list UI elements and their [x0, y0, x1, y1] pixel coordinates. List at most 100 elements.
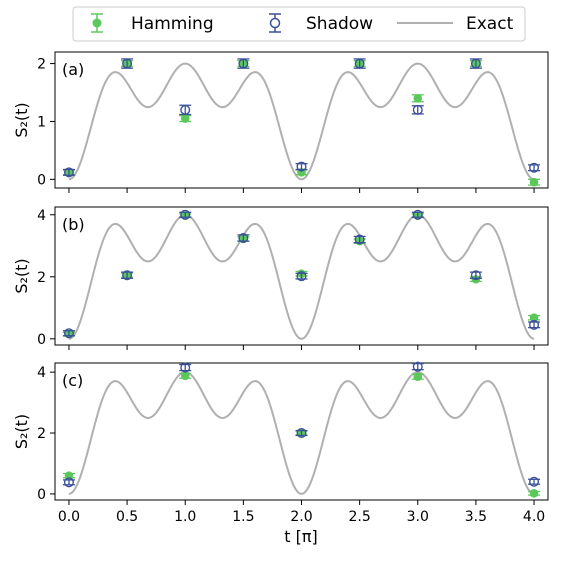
shadow-marker [412, 209, 423, 220]
legend: Hamming Shadow Exact [72, 6, 526, 42]
shadow-point [237, 233, 250, 244]
shadow-marker [238, 233, 249, 244]
shadow-marker [296, 428, 307, 439]
panels: 0 1 2 (a) S₂(t) 0 2 4 (b) S₂(t) 0 2 4 0.0 0.5 1.0 1.5 2.0… [12, 51, 549, 525]
hamming-marker [529, 313, 539, 323]
panel-3: 0 2 4 0.0 0.5 1.0 1.5 2.0 2.5 3.0 3.5 4.0 (c) S₂(t) [12, 361, 549, 525]
hamming-marker [180, 371, 190, 381]
y-tick-label: 0 [37, 332, 46, 348]
hamming-point [411, 372, 424, 382]
y-axis-label: S₂(t) [12, 258, 31, 293]
shadow-marker [238, 58, 249, 69]
panel-label: (c) [62, 371, 83, 390]
shadow-marker [180, 362, 191, 373]
y-axis-label: S₂(t) [12, 102, 31, 137]
shadow-marker [63, 477, 74, 488]
legend-frame [72, 6, 526, 42]
shadow-marker [296, 271, 307, 282]
y-tick-label: 0 [37, 172, 46, 188]
shadow-marker [412, 361, 423, 372]
shadow-point [179, 362, 192, 373]
hamming-point [528, 489, 541, 498]
shadow-marker [122, 270, 133, 281]
shadow-point [179, 104, 192, 116]
shadow-point [237, 58, 250, 69]
shadow-point [295, 271, 308, 282]
shadow-point [528, 319, 541, 330]
x-tick-label: 2.0 [290, 509, 312, 525]
shadow-marker [180, 104, 191, 115]
shadow-marker [412, 104, 423, 115]
hamming-marker [529, 489, 539, 498]
y-tick-label: 0 [37, 487, 46, 503]
shadow-point [411, 361, 424, 372]
y-axis-label: S₂(t) [12, 414, 31, 449]
shadow-point [295, 161, 308, 172]
shadow-marker [63, 167, 74, 178]
shadow-marker [296, 161, 307, 172]
shadow-point [528, 162, 541, 173]
exact-curve-2 [68, 213, 535, 340]
shadow-point [353, 234, 366, 245]
x-tick-label: 1.5 [232, 509, 254, 525]
shadow-point [121, 270, 134, 281]
hamming-point [179, 114, 192, 123]
x-tick-label: 2.5 [349, 509, 371, 525]
shadow-point [411, 209, 424, 220]
panel-label: (a) [62, 60, 84, 79]
shadow-point [62, 167, 75, 178]
panel-2: 0 2 4 (b) S₂(t) [12, 206, 549, 350]
x-tick-label: 3.5 [465, 509, 487, 525]
y-tick-label: 2 [37, 270, 46, 286]
hamming-marker [529, 177, 539, 187]
shadow-marker [63, 328, 74, 339]
legend-hamming-marker [91, 13, 103, 33]
shadow-marker [122, 58, 133, 69]
exact-curve-1 [68, 62, 535, 181]
hamming-marker [413, 372, 423, 382]
x-tick-label: 3.0 [407, 509, 429, 525]
hamming-marker [64, 471, 74, 480]
legend-exact-label: Exact [466, 14, 514, 34]
shadow-marker [354, 234, 365, 245]
shadow-point [295, 428, 308, 439]
shadow-point [528, 476, 541, 487]
hamming-point [411, 93, 424, 103]
shadow-point [121, 58, 134, 69]
y-tick-label: 2 [37, 426, 46, 442]
shadow-marker [529, 162, 540, 173]
shadow-marker [354, 58, 365, 69]
shadow-point [411, 104, 424, 115]
shadow-point [469, 58, 482, 69]
legend-shadow-marker [269, 13, 281, 33]
x-tick-label: 0.0 [58, 509, 80, 525]
y-tick-label: 1 [37, 114, 46, 130]
x-axis-label: t [π] [284, 527, 317, 546]
shadow-marker [529, 319, 540, 330]
x-tick-label: 4.0 [523, 509, 545, 525]
shadow-point [353, 58, 366, 69]
shadow-point [179, 209, 192, 220]
hamming-point [179, 371, 192, 381]
shadow-marker [470, 58, 481, 69]
shadow-marker [529, 476, 540, 487]
legend-shadow-label: Shadow [306, 14, 373, 34]
shadow-marker [180, 209, 191, 220]
x-tick-label: 1.0 [174, 509, 196, 525]
hamming-marker [180, 114, 190, 123]
legend-hamming-label: Hamming [131, 14, 214, 34]
y-tick-label: 4 [37, 208, 46, 224]
shadow-point [469, 270, 482, 281]
hamming-point [528, 177, 541, 187]
y-tick-label: 4 [37, 365, 46, 381]
shadow-point [62, 328, 75, 339]
shadow-point [62, 477, 75, 488]
exact-curve-3 [68, 371, 535, 495]
x-tick-label: 0.5 [116, 509, 138, 525]
hamming-marker [413, 93, 423, 103]
panel-label: (b) [62, 215, 85, 234]
y-tick-label: 2 [37, 57, 46, 73]
panel-1: 0 1 2 (a) S₂(t) [12, 51, 549, 193]
shadow-marker [470, 270, 481, 281]
